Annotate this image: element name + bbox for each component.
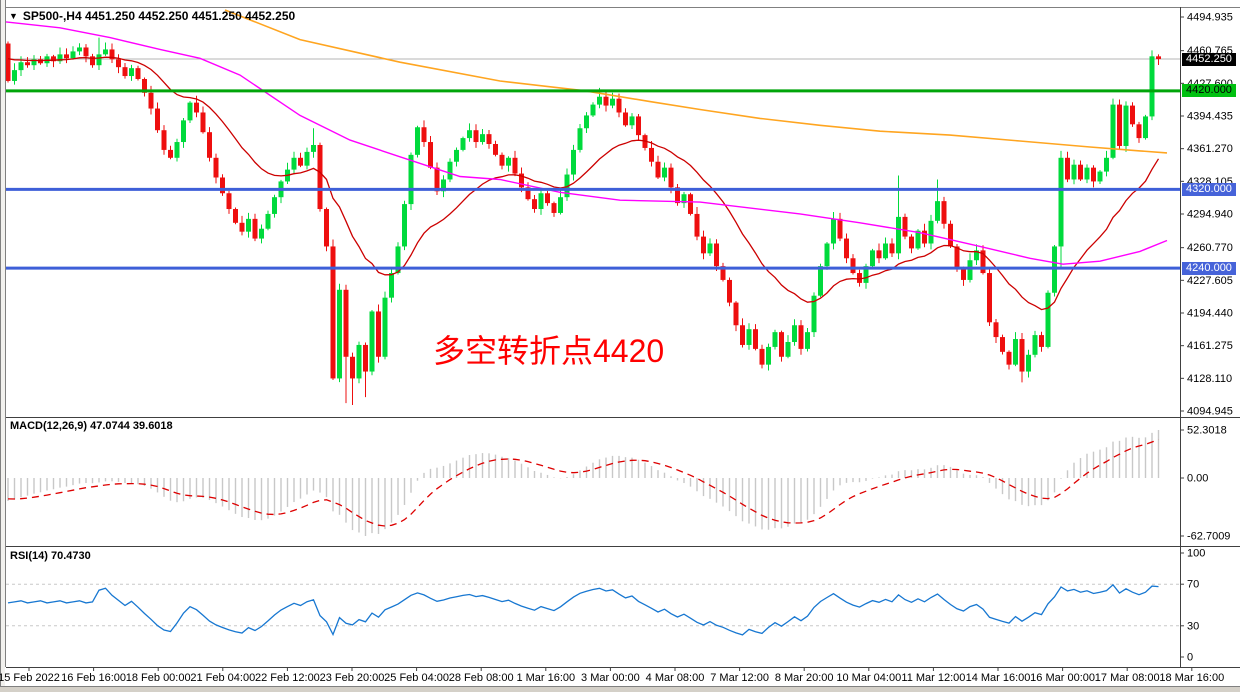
- svg-text:10 Mar 04:00: 10 Mar 04:00: [836, 672, 901, 684]
- price-badge-4452.250: 4452.250: [1182, 52, 1236, 66]
- svg-text:17 Mar 08:00: 17 Mar 08:00: [1095, 672, 1160, 684]
- svg-text:18 Mar 16:00: 18 Mar 16:00: [1159, 672, 1224, 684]
- svg-text:16 Mar 00:00: 16 Mar 00:00: [1030, 672, 1095, 684]
- svg-text:4294.940: 4294.940: [1187, 209, 1233, 221]
- chart-title-ohlc: SP500-,H4 4451.250 4452.250 4451.250 445…: [22, 9, 296, 23]
- chart-text-annotation: 多空转折点4420: [433, 333, 665, 369]
- svg-text:4227.605: 4227.605: [1187, 275, 1233, 287]
- svg-text:3 Mar 00:00: 3 Mar 00:00: [581, 672, 640, 684]
- macd-panel: [7, 430, 1160, 536]
- price-badge-4420.000: 4420.000: [1182, 84, 1236, 98]
- svg-text:0: 0: [1187, 652, 1193, 664]
- svg-text:70: 70: [1187, 579, 1199, 591]
- svg-text:0.00: 0.00: [1187, 473, 1208, 485]
- svg-text:4 Mar 08:00: 4 Mar 08:00: [646, 672, 705, 684]
- svg-text:8 Mar 20:00: 8 Mar 20:00: [775, 672, 834, 684]
- ma-orange-long: [224, 9, 1168, 154]
- svg-text:22 Feb 12:00: 22 Feb 12:00: [255, 672, 320, 684]
- macd-signal-line: [7, 438, 1159, 527]
- svg-text:15 Feb 2022: 15 Feb 2022: [0, 672, 60, 684]
- svg-text:4094.945: 4094.945: [1187, 406, 1233, 418]
- price-badge-4240.000: 4240.000: [1182, 261, 1236, 275]
- ma-red-fast: [7, 56, 1160, 311]
- rsi-panel: [6, 583, 1180, 637]
- rsi-indicator-label: RSI(14) 70.4730: [10, 550, 91, 562]
- price-badge-4320.000: 4320.000: [1182, 182, 1236, 196]
- ma-magenta-slow: [6, 21, 1168, 265]
- time-axis: 15 Feb 2022 16 Feb 16:00 18 Feb 00:00 21 Fe…: [0, 667, 1224, 684]
- svg-text:4260.770: 4260.770: [1187, 242, 1233, 254]
- svg-text:30: 30: [1187, 620, 1199, 632]
- macd-indicator-label: MACD(12,26,9) 47.0744 39.6018: [10, 420, 173, 432]
- rsi-line: [7, 583, 1159, 637]
- svg-text:4361.270: 4361.270: [1187, 143, 1233, 155]
- window-bottom-chrome: [0, 687, 1240, 692]
- svg-text:52.3018: 52.3018: [1187, 425, 1227, 437]
- svg-text:4194.440: 4194.440: [1187, 307, 1233, 319]
- svg-text:1 Mar 16:00: 1 Mar 16:00: [516, 672, 575, 684]
- svg-text:-62.7009: -62.7009: [1187, 531, 1230, 543]
- svg-text:23 Feb 20:00: 23 Feb 20:00: [320, 672, 385, 684]
- symbol-dropdown-icon[interactable]: ▼: [9, 11, 18, 21]
- svg-text:4161.275: 4161.275: [1187, 340, 1233, 352]
- svg-text:100: 100: [1187, 548, 1205, 560]
- svg-text:7 Mar 12:00: 7 Mar 12:00: [710, 672, 769, 684]
- svg-text:16 Feb 16:00: 16 Feb 16:00: [61, 672, 126, 684]
- svg-text:11 Mar 12:00: 11 Mar 12:00: [901, 672, 965, 684]
- svg-text:4394.435: 4394.435: [1187, 110, 1233, 122]
- candles-layer: [6, 37, 1161, 406]
- svg-text:28 Feb 08:00: 28 Feb 08:00: [449, 672, 514, 684]
- main-price-panel: [6, 9, 1180, 406]
- price-axis: 4494.9354460.7654427.6004394.4354361.270…: [1180, 12, 1233, 664]
- chart-header: ▼ SP500-,H4 4451.250 4452.250 4451.250 44…: [9, 9, 295, 23]
- svg-text:18 Feb 00:00: 18 Feb 00:00: [126, 672, 191, 684]
- svg-text:21 Feb 04:00: 21 Feb 04:00: [190, 672, 255, 684]
- svg-text:25 Feb 04:00: 25 Feb 04:00: [384, 672, 449, 684]
- svg-text:14 Mar 16:00: 14 Mar 16:00: [966, 672, 1031, 684]
- svg-text:4494.935: 4494.935: [1187, 12, 1233, 24]
- svg-text:4128.110: 4128.110: [1187, 373, 1232, 385]
